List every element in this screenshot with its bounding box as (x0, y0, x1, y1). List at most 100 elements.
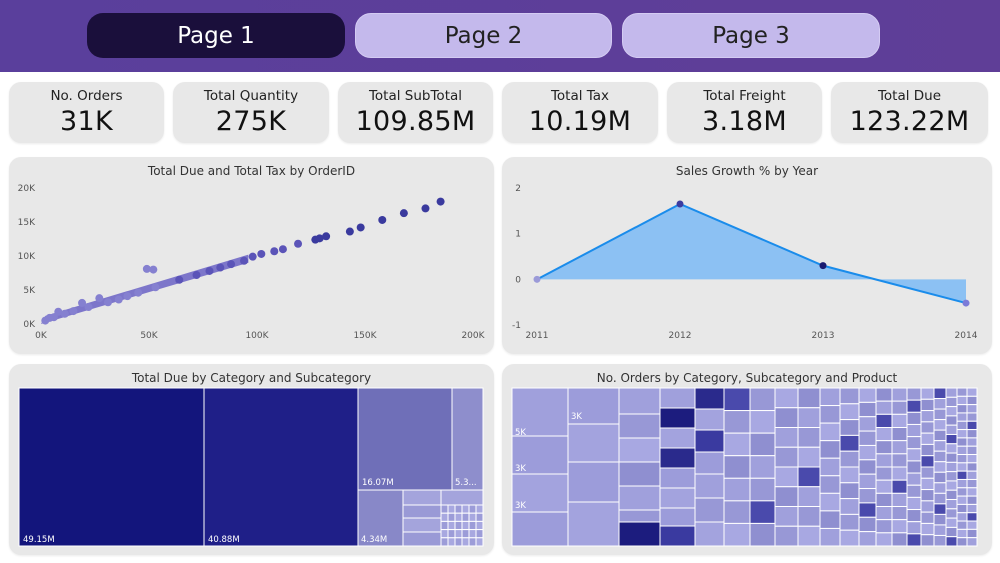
treemap-small-cell (461, 529, 470, 539)
treemap-cell (891, 506, 908, 521)
treemap-cell (933, 408, 947, 421)
treemap-cell (945, 452, 958, 463)
treemap-small-cell (447, 512, 456, 522)
treemap-cell (875, 506, 893, 521)
treemap-cell (966, 387, 978, 397)
scatter-point (345, 227, 354, 236)
treemap-cell (797, 486, 821, 507)
treemap-cell (956, 478, 968, 489)
treemap-cell (966, 512, 978, 522)
treemap-cell (567, 501, 620, 547)
treemap-cell (723, 477, 751, 502)
treemap-small-cell (440, 537, 449, 547)
growth-point (533, 275, 541, 283)
treemap-cell (839, 498, 860, 515)
treemap-cell (694, 473, 725, 499)
treemap-cell (966, 520, 978, 530)
treemap-small-cell (461, 504, 470, 514)
treemap-cell (945, 443, 958, 454)
treemap-cell (659, 447, 696, 469)
treemap-cell (956, 537, 968, 547)
scatter-point (216, 263, 225, 272)
treemap-cell (891, 466, 908, 481)
treemap-cell (920, 511, 935, 524)
treemap-cell (906, 399, 922, 413)
treemap-cell (945, 406, 958, 417)
treemap-cell (933, 429, 947, 442)
treemap-small-cell (440, 512, 449, 522)
treemap-label: 4.34M (361, 535, 387, 545)
kpi-value: 275K (215, 106, 287, 137)
treemap-cell (659, 407, 696, 429)
treemap-cell (858, 387, 877, 403)
x-tick-label: 2012 (669, 331, 692, 341)
scatter-chart[interactable]: 0K 5K 10K 15K 20K 0K 50K 100K 150K 200K (9, 157, 494, 354)
kpi-card-subtotal: Total SubTotal 109.85M (338, 82, 493, 143)
treemap-cell (694, 429, 725, 453)
treemap-label: 3K (515, 464, 526, 474)
treemap-cell (933, 492, 947, 505)
treemap-cell (440, 489, 484, 506)
kpi-value: 31K (60, 106, 113, 137)
treemap-cell (875, 440, 893, 455)
treemap-cell (839, 387, 860, 405)
treemap-cell (723, 455, 751, 479)
top-navigation-bar: Page 1 Page 2 Page 3 (0, 0, 1000, 72)
tab-page-3[interactable]: Page 3 (622, 13, 880, 58)
treemap-small-cell (475, 520, 484, 531)
treemap-cell (920, 522, 935, 536)
treemap-small-cell (461, 512, 470, 522)
treemap-cell (966, 429, 978, 439)
tab-page-1[interactable]: Page 1 (87, 13, 345, 58)
treemap-small-cell (454, 520, 463, 531)
treemap-cell (933, 471, 947, 484)
treemap-cell (618, 387, 661, 415)
scatter-point (175, 275, 184, 284)
treemap-cell (858, 444, 877, 461)
scatter-chart-panel: Total Due and Total Tax by OrderID 0K 5K 1… (9, 157, 494, 354)
scatter-point (103, 298, 112, 307)
treemap-cell (920, 410, 935, 423)
treemap-cell (774, 446, 799, 468)
treemap-cell (659, 427, 696, 449)
treemap-cell (819, 387, 841, 407)
treemap-cell (839, 403, 860, 421)
treemap-cell (920, 398, 935, 412)
treemap-cell (945, 415, 958, 426)
treemap-cell (891, 479, 908, 494)
treemap-cell (956, 454, 968, 464)
treemap-label: 49.15M (23, 535, 55, 545)
treemap-cell (966, 487, 978, 497)
treemap-cell (906, 387, 922, 401)
kpi-card-total-due: Total Due 123.22M (831, 82, 988, 143)
scatter-point (399, 209, 408, 218)
treemap-cell (659, 487, 696, 509)
scatter-point (294, 239, 303, 248)
treemap-cell (966, 528, 978, 539)
treemap-cell (858, 516, 877, 533)
treemap-cell (906, 496, 922, 511)
treemap-cell (933, 503, 947, 515)
treemap-small-cell (447, 537, 456, 547)
treemap-cell (891, 453, 908, 468)
chart-title: Total Due by Category and Subcategory (131, 371, 372, 385)
treemap-total-due[interactable]: 49.15M 40.88M 16.07M 5.3... 4.34M (9, 364, 494, 555)
treemap-cell (618, 521, 661, 547)
y-tick-label: -1 (512, 321, 521, 331)
scatter-point (54, 307, 63, 316)
line-chart[interactable]: 2 1 0 -1 2011 2012 2013 2014 (502, 157, 992, 354)
treemap-cell (875, 532, 893, 547)
treemap-cell (511, 473, 569, 513)
tab-page-2[interactable]: Page 2 (355, 13, 612, 58)
x-tick-label: 150K (353, 331, 377, 341)
treemap-cell (749, 410, 776, 434)
treemap-cell (906, 533, 922, 547)
treemap-cell (906, 484, 922, 498)
x-tick-label: 200K (461, 331, 485, 341)
treemap-small-cell (468, 512, 477, 522)
treemap-orders[interactable]: 5K 3K 3K 3K (502, 364, 992, 555)
treemap-cell (956, 512, 968, 522)
treemap-cell (891, 387, 908, 402)
scatter-point (227, 260, 236, 269)
line-chart-panel: Sales Growth % by Year 2 1 0 -1 2011 2012 2013… (502, 157, 992, 354)
